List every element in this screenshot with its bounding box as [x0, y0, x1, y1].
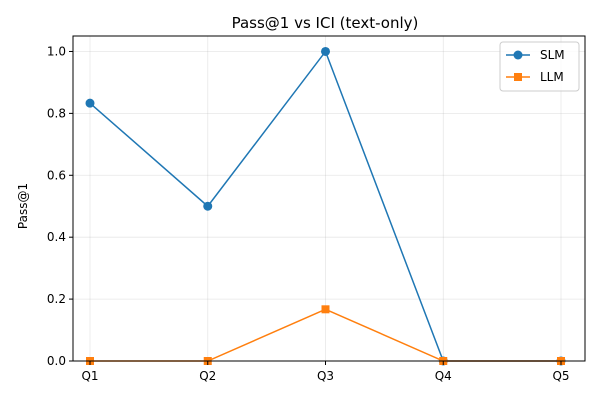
llm-point [321, 305, 330, 314]
legend-label-llm: LLM [540, 70, 564, 84]
chart-title: Pass@1 vs ICI (text-only) [232, 14, 419, 32]
slm-point [85, 98, 95, 108]
y-tick-label: 1.0 [47, 44, 66, 58]
y-tick-label: 0.6 [47, 168, 66, 182]
legend-marker-llm [514, 73, 522, 81]
y-tick-label: 0.0 [47, 354, 66, 368]
legend-marker-slm [513, 50, 523, 60]
y-tick-label: 0.4 [47, 230, 66, 244]
ticks: Q1 Q2 Q3 Q4 Q5 0.0 0.2 0.4 0.6 0.8 1.0 [47, 44, 570, 383]
x-tick-label: Q5 [552, 369, 569, 383]
x-tick-label: Q1 [81, 369, 98, 383]
x-tick-label: Q3 [317, 369, 334, 383]
plot-frame [72, 35, 586, 362]
legend: SLM LLM [499, 41, 580, 92]
y-tick-label: 0.2 [47, 292, 66, 306]
y-axis-label: Pass@1 [16, 183, 30, 229]
y-tick-label: 0.8 [47, 106, 66, 120]
x-tick-label: Q4 [435, 369, 452, 383]
slm-point [203, 201, 213, 211]
x-tick-label: Q2 [199, 369, 216, 383]
legend-label-slm: SLM [540, 48, 565, 62]
slm-point [321, 46, 330, 56]
